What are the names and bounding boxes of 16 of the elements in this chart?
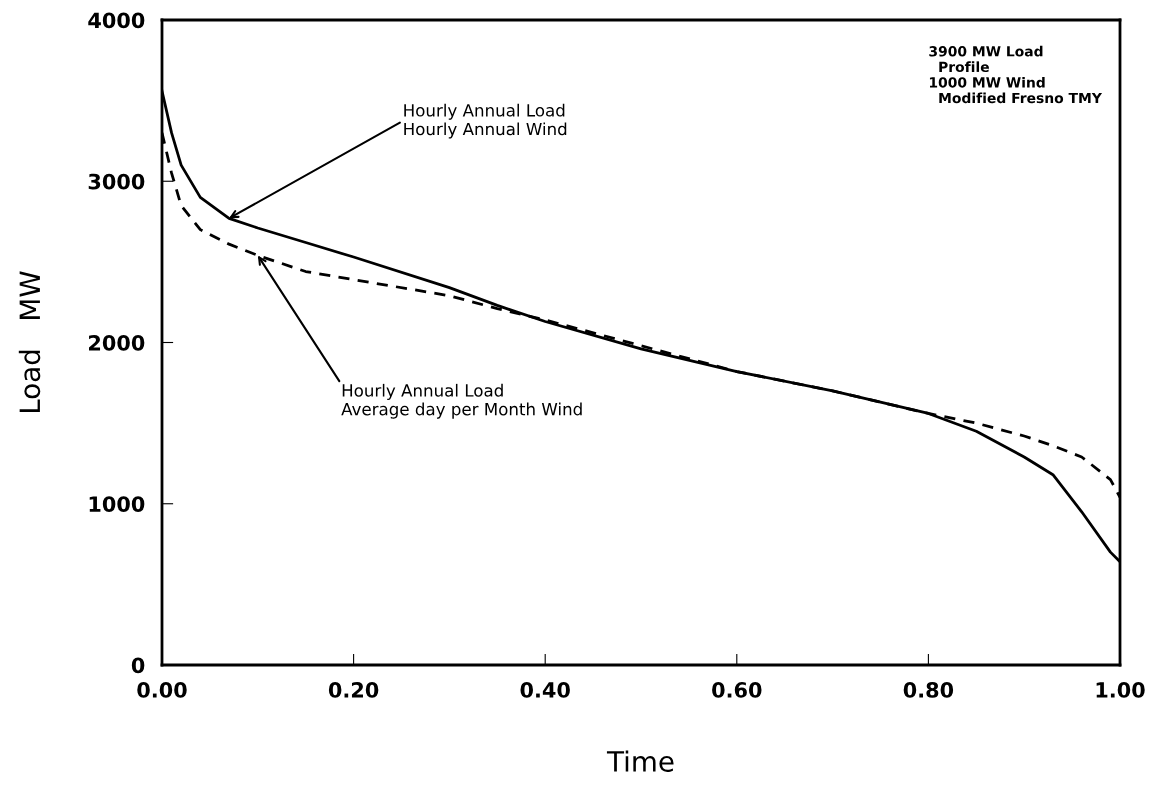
x-tick-label: 0.00 (137, 682, 187, 698)
y-tick-label: 4000 (88, 12, 145, 29)
y-axis-title: Load MW (18, 271, 41, 413)
x-tick-label: 0.40 (520, 682, 570, 698)
y-tick-label: 3000 (88, 173, 145, 190)
x-tick-label: 0.60 (712, 682, 762, 698)
y-tick-label: 2000 (89, 334, 145, 351)
x-axis-title: Time (606, 750, 674, 772)
y-tick-label: 0 (131, 657, 145, 674)
y-tick-label: 1000 (89, 496, 145, 512)
x-tick-label: 1.00 (1096, 682, 1145, 698)
x-tick-label: 0.80 (903, 682, 954, 698)
annotation: Hourly Annual Load Hourly Annual Wind (404, 103, 567, 139)
annotation: 3900 MW Load Profile 1000 MW Wind Modified Fresno TMY (929, 45, 1103, 104)
x-tick-label: 0.20 (328, 682, 379, 698)
annotation: Hourly Annual Load Average day per Month Wind (341, 383, 582, 419)
